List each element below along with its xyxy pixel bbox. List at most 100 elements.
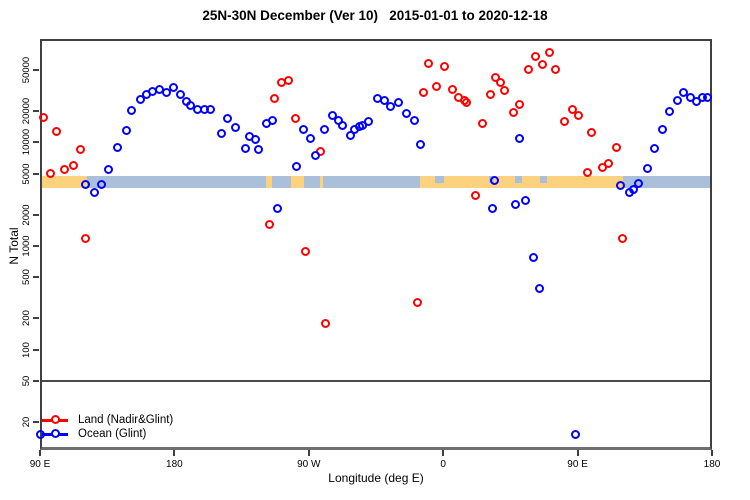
land-circle-icon	[51, 415, 60, 424]
band-ocean-notch	[539, 176, 547, 183]
band-segment-ocean	[272, 176, 292, 188]
data-point-land	[264, 219, 274, 229]
data-point-land	[68, 160, 78, 170]
y-tick-mark	[33, 348, 39, 351]
land-line-icon	[42, 415, 68, 424]
data-point-ocean	[223, 113, 233, 123]
data-point-ocean	[328, 111, 338, 121]
data-point-land	[551, 64, 561, 74]
data-point-ocean	[642, 163, 652, 173]
data-point-ocean	[122, 126, 132, 136]
data-point-ocean	[127, 106, 137, 116]
y-tick-mark	[33, 421, 39, 423]
x-tick-label: 90 W	[297, 459, 321, 470]
data-point-ocean	[292, 162, 302, 172]
data-point-ocean	[89, 188, 99, 198]
y-tick-label: 50000	[21, 56, 32, 84]
y-tick-mark	[33, 317, 39, 320]
data-point-ocean	[664, 107, 674, 117]
legend-item-land: Land (Nadir&Glint)	[42, 413, 173, 427]
data-point-land	[300, 247, 310, 257]
data-point-ocean	[320, 124, 330, 134]
data-point-ocean	[658, 125, 668, 135]
ocean-circle-icon	[51, 429, 60, 438]
data-point-ocean	[162, 87, 172, 97]
data-point-ocean	[345, 130, 355, 140]
chart-title: 25N-30N December (Ver 10) 2015-01-01 to …	[202, 8, 548, 23]
data-point-ocean	[253, 144, 263, 154]
y-tick-label: 20	[21, 416, 32, 428]
data-point-ocean	[268, 116, 278, 126]
data-point-land	[419, 87, 429, 97]
band-segment-land	[40, 176, 88, 188]
data-point-ocean	[529, 253, 539, 263]
y-tick-mark	[33, 213, 39, 216]
data-point-ocean	[217, 128, 227, 138]
band-segment-ocean	[304, 176, 320, 188]
band-segment-land	[291, 176, 304, 188]
data-point-land	[586, 128, 596, 138]
y-tick-mark	[33, 110, 39, 113]
y-tick-label: 2000	[21, 204, 32, 226]
data-point-ocean	[81, 180, 91, 190]
data-point-land	[567, 105, 577, 115]
x-axis-title: Longitude (deg E)	[328, 471, 424, 485]
data-point-land	[52, 127, 62, 137]
data-point-land	[612, 143, 622, 153]
data-point-land	[559, 117, 569, 127]
data-point-ocean	[338, 120, 348, 130]
data-point-ocean	[113, 142, 123, 152]
x-tick-label: 180	[703, 459, 721, 470]
data-point-land	[544, 48, 554, 58]
data-point-land	[447, 84, 457, 94]
data-point-land	[291, 113, 301, 123]
data-point-ocean	[672, 96, 682, 106]
legend-label-ocean: Ocean (Glint)	[78, 428, 147, 440]
data-point-ocean	[634, 178, 644, 188]
data-point-land	[604, 159, 614, 169]
data-point-ocean	[250, 135, 260, 145]
band-segment-ocean	[622, 176, 712, 188]
data-point-ocean	[136, 94, 146, 104]
x-tick-mark	[307, 450, 310, 456]
band-ocean-notch	[515, 176, 523, 183]
threshold-line	[40, 379, 712, 382]
data-point-ocean	[489, 176, 499, 186]
data-point-ocean	[616, 180, 626, 190]
data-point-land	[321, 318, 331, 328]
legend-item-ocean: Ocean (Glint)	[42, 427, 173, 441]
y-tick-label: 20000	[21, 98, 32, 125]
data-point-ocean	[231, 123, 241, 133]
data-point-land	[477, 118, 487, 128]
data-point-land	[432, 82, 442, 92]
band-segment-ocean	[87, 176, 266, 188]
data-point-ocean	[510, 199, 520, 209]
data-point-land	[514, 100, 524, 110]
data-point-land	[523, 64, 533, 74]
x-tick-mark	[442, 450, 445, 456]
data-point-ocean	[514, 134, 524, 144]
band-segment-ocean	[322, 176, 421, 188]
data-point-land	[269, 93, 279, 103]
data-point-land	[573, 111, 583, 121]
legend-label-land: Land (Nadir&Glint)	[78, 414, 174, 426]
data-point-ocean	[702, 92, 712, 102]
legend: Land (Nadir&Glint) Ocean (Glint)	[42, 413, 173, 441]
y-tick-label: 200	[21, 310, 32, 327]
data-point-land	[471, 191, 481, 201]
x-tick-mark	[39, 450, 41, 456]
x-tick-label: 0	[440, 459, 446, 470]
band-ocean-notch	[434, 176, 444, 183]
data-point-ocean	[650, 143, 660, 153]
x-tick-mark	[711, 450, 713, 456]
data-point-ocean	[311, 150, 321, 160]
data-point-land	[38, 112, 48, 122]
data-point-land	[583, 168, 593, 178]
data-point-ocean	[488, 203, 498, 213]
data-point-ocean	[678, 88, 688, 98]
data-point-ocean	[628, 185, 638, 194]
data-point-ocean	[175, 89, 185, 99]
data-point-land	[490, 72, 500, 82]
data-point-ocean	[386, 102, 396, 112]
